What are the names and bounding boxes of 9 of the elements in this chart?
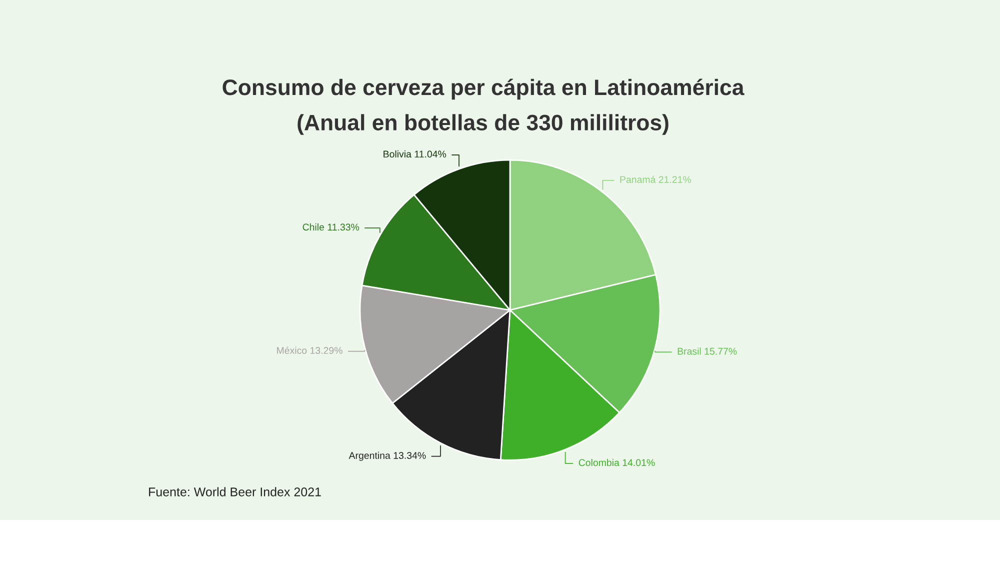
source-note: Fuente: World Beer Index 2021 bbox=[149, 487, 321, 496]
slice-label: Chile 11.33% bbox=[302, 223, 360, 231]
slice-label: Bolivia 11.04% bbox=[384, 150, 446, 158]
slice-label: Panamá 21.21% bbox=[620, 176, 692, 183]
slice-label: México 13.29% bbox=[277, 346, 342, 354]
slice-label: Colombia 14.01% bbox=[578, 458, 655, 466]
slice-label: Argentina 13.34% bbox=[348, 452, 426, 461]
slice-label: Brasil 15.77% bbox=[678, 348, 737, 355]
chart-title: Consumo de cerveza per cápita en Latinoamérica (Anual en botellas de 330 mililitros) bbox=[222, 78, 744, 135]
